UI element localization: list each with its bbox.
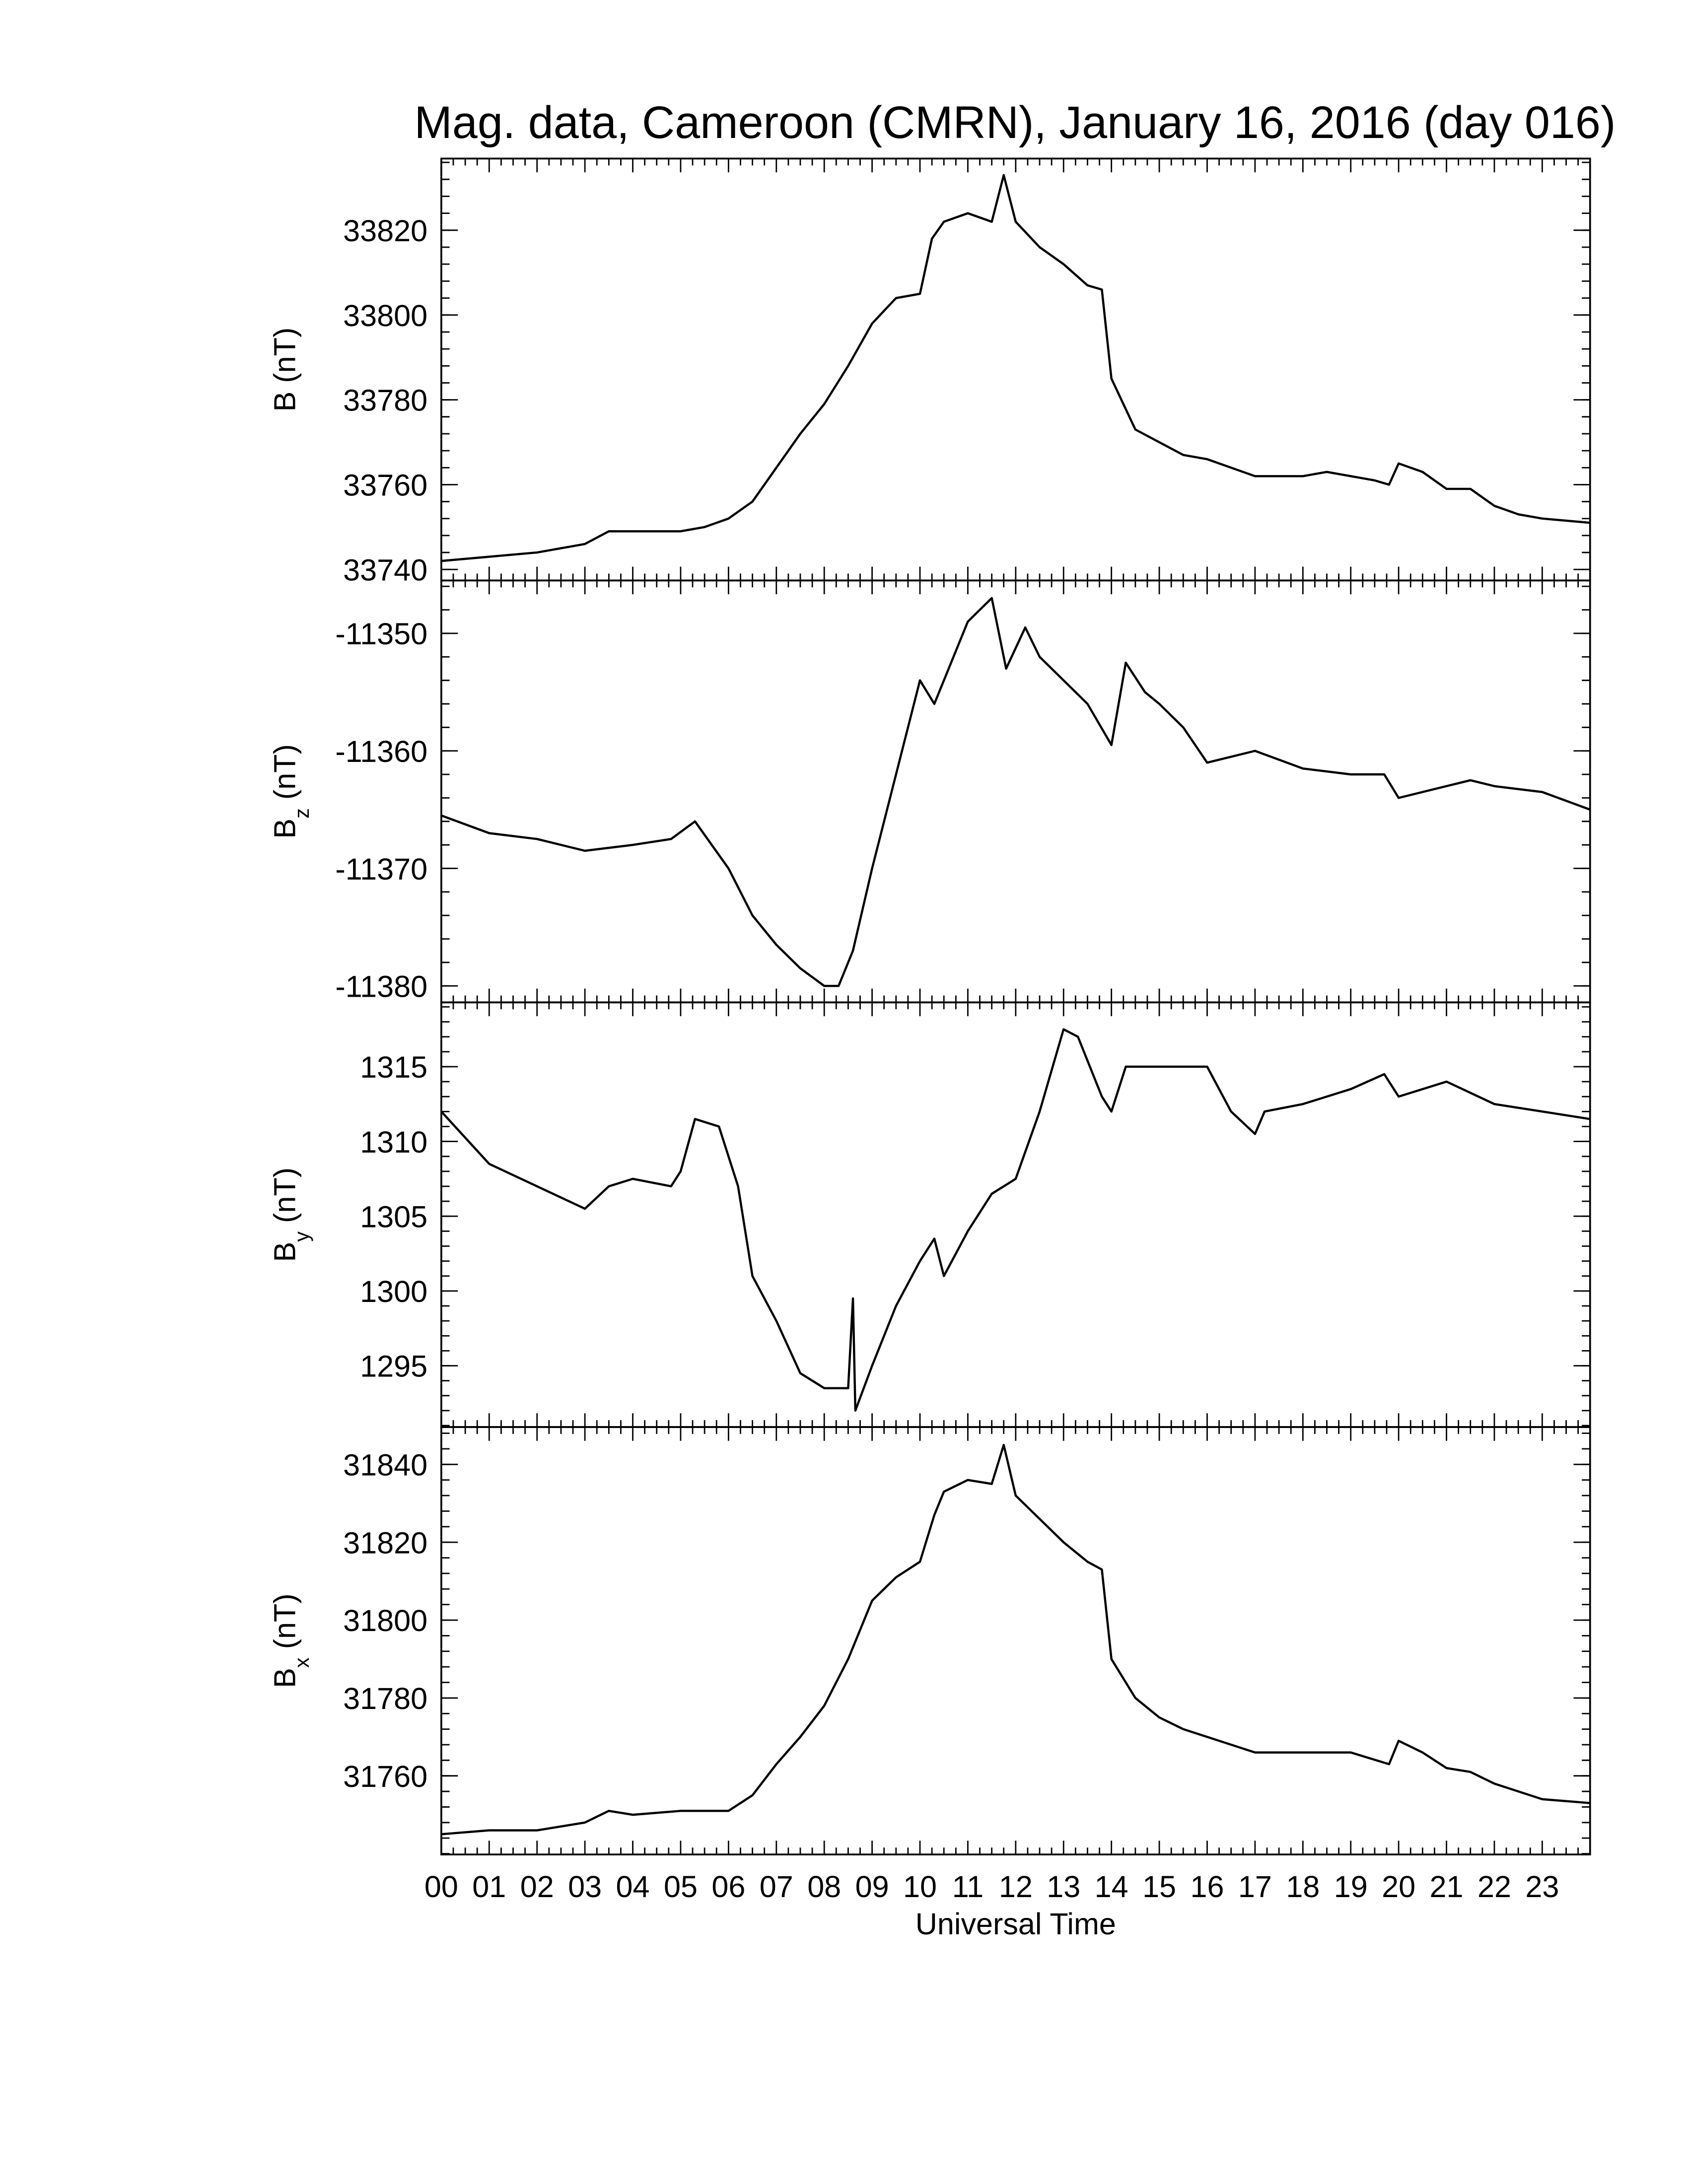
data-line [441,597,1591,987]
x-tick-label: 07 [760,1870,793,1904]
data-line [441,174,1590,562]
y-label-sub: x [290,1657,313,1668]
x-tick-label: 01 [472,1870,506,1904]
y-tick-label: 33740 [343,553,427,587]
y-label-unit: (nT) [268,744,301,808]
data-line [440,1028,1591,1412]
data-line [441,1443,1590,1836]
x-tick-label: 15 [1142,1870,1176,1904]
y-label-sub: y [290,1231,313,1242]
x-tick-label: 13 [1047,1870,1080,1904]
y-tick-label: 1310 [360,1125,427,1159]
x-tick-label: 11 [952,1870,984,1904]
y-axis-label: Bz (nT) [268,744,313,839]
x-tick-label: 06 [711,1870,745,1904]
x-tick-label: 10 [903,1870,937,1904]
x-tick-label: 02 [520,1870,554,1904]
chart-title: Mag. data, Cameroon (CMRN), January 16, … [415,97,1616,148]
x-tick-label: 09 [855,1870,889,1904]
y-label-unit: (nT) [268,1593,301,1657]
y-tick-label: 31820 [343,1526,427,1560]
y-tick-label: 31760 [343,1760,427,1793]
y-tick-label: 31800 [343,1604,427,1638]
y-label-unit: (nT) [268,1167,301,1231]
y-tick-label: 33780 [343,384,427,417]
y-label-sub: z [290,808,313,819]
y-tick-label: 1315 [360,1050,427,1084]
y-tick-label: 1305 [360,1200,427,1233]
y-axis-label: B (nT) [268,328,301,412]
x-axis-label: Universal Time [915,1907,1116,1941]
plot-frame [440,579,1591,1004]
x-tick-label: 00 [424,1870,458,1904]
y-tick-label: 1295 [360,1350,427,1383]
x-tick-label: 18 [1286,1870,1320,1904]
x-tick-label: 21 [1430,1870,1464,1904]
plot-frame [440,1001,1591,1428]
y-label-main: B [268,392,301,412]
x-tick-label: 14 [1095,1870,1128,1904]
y-label-main: B [268,819,301,839]
x-tick-label: 19 [1334,1870,1368,1904]
x-tick-label: 12 [999,1870,1033,1904]
y-tick-label: 31780 [343,1682,427,1715]
x-tick-label: 22 [1477,1870,1511,1904]
y-tick-label: 33820 [343,214,427,248]
y-label-unit: (nT) [268,328,301,392]
y-axis-label: Bx (nT) [268,1593,313,1688]
x-tick-label: 17 [1238,1870,1272,1904]
x-tick-label: 23 [1525,1870,1559,1904]
x-tick-label: 20 [1382,1870,1415,1904]
y-tick-label: 33760 [343,469,427,502]
y-tick-label: -11380 [335,970,427,1004]
x-tick-label: 08 [807,1870,841,1904]
y-tick-label: 31840 [343,1448,427,1482]
x-tick-label: 04 [616,1870,650,1904]
y-tick-label: -11350 [335,617,427,651]
y-label-main: B [268,1668,301,1688]
y-tick-label: -11360 [335,735,427,768]
y-axis-label: By (nT) [268,1167,313,1262]
y-tick-label: 1300 [360,1275,427,1308]
x-tick-label: 03 [568,1870,602,1904]
x-tick-label: 05 [664,1870,698,1904]
y-label-main: B [268,1242,301,1262]
y-tick-label: -11370 [335,852,427,886]
y-tick-label: 33800 [343,299,427,333]
x-tick-label: 16 [1190,1870,1224,1904]
